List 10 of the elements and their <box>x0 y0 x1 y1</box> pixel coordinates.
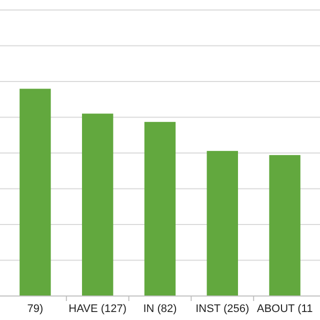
x-tick-label: INST (256) <box>196 303 250 315</box>
x-tick-label: ABOUT (11 <box>256 303 313 315</box>
bar <box>144 122 176 296</box>
bar <box>206 150 238 296</box>
x-tick-label: HAVE (127) <box>68 303 127 315</box>
bar <box>269 155 300 296</box>
bar <box>20 88 51 296</box>
bar <box>82 114 114 296</box>
x-tick-label: IN (82) <box>143 303 177 315</box>
x-tick-label: 79) <box>27 303 44 315</box>
